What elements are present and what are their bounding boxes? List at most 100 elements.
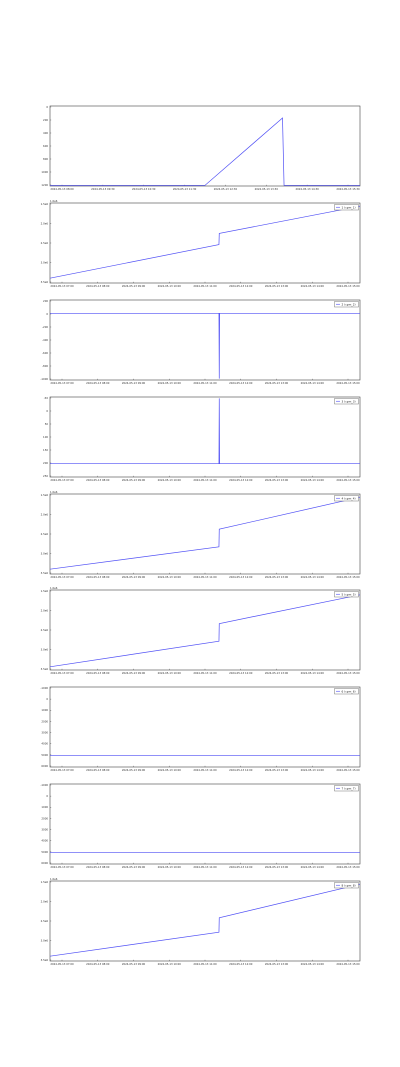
plot-frame: [49, 105, 361, 187]
x-tick-label: 2024-05-13 15:00: [336, 768, 360, 772]
y-tick-label: -200: [42, 325, 48, 329]
x-tick-label: 2024-05-13 10:00: [158, 575, 182, 579]
y-tick-label: 200: [43, 299, 48, 303]
y-tick-label: 3.5e6: [41, 571, 49, 575]
y-tick-label: -600: [42, 351, 48, 355]
x-tick-label: 2024-05-13 07:00: [50, 284, 74, 288]
x-tick-label: 2024-05-13 07:00: [50, 962, 74, 966]
x-tick-label: 2024-05-13 07:00: [50, 381, 74, 385]
y-tick-label: 3000: [41, 730, 48, 734]
y-tick-label: 3000: [41, 827, 48, 831]
y-tick-label: 3.0e6: [41, 551, 49, 555]
y-tick-label: -800: [42, 364, 48, 368]
x-tick-label: 2024-05-13 12:30: [214, 187, 238, 191]
y-tick-label: 4000: [41, 839, 48, 843]
x-tick-label: 2024-05-13 12:00: [229, 575, 253, 579]
x-tick-label: 2024-05-13 10:00: [158, 962, 182, 966]
x-tick-label: 2024-05-13 07:00: [50, 575, 74, 579]
y-tick-label: -50: [44, 396, 49, 400]
x-tick-label: 2024-05-13 14:00: [301, 478, 325, 482]
x-tick-label: 2024-05-13 12:00: [229, 768, 253, 772]
x-tick-label: 2024-05-13 13:00: [265, 768, 289, 772]
y-tick-label: 6000: [41, 764, 48, 768]
y-tick-label: 0: [46, 105, 48, 109]
legend-label: 5 (cpm_5): [342, 592, 356, 596]
series-line-1: [50, 312, 360, 379]
y-tick-label: 800: [43, 157, 48, 161]
x-tick-label: 2024-05-13 14:00: [301, 962, 325, 966]
chart-7: -100001000200030004000500060002024-05-13…: [40, 686, 361, 772]
x-tick-label: 2024-05-13 14:00: [301, 381, 325, 385]
plot-frame: [49, 589, 361, 671]
legend-label: 8 (cpm_8): [342, 883, 356, 887]
y-tick-label: 6000: [41, 861, 48, 865]
x-tick-label: 2024-05-13 09:00: [122, 284, 146, 288]
x-tick-label: 2024-05-13 13:00: [265, 284, 289, 288]
y-tick-label: 2.0e6: [41, 899, 49, 903]
x-tick-label: 2024-05-13 07:00: [50, 865, 74, 869]
x-tick-label: 2024-05-13 09:00: [122, 381, 146, 385]
legend-box: [334, 204, 359, 211]
x-tick-label: 2024-05-13 08:00: [50, 187, 74, 191]
series-line-1: [49, 205, 361, 279]
y-tick-label: 400: [43, 131, 48, 135]
y-tick-label: 1000: [41, 708, 48, 712]
series-line-1: [50, 117, 360, 186]
x-tick-label: 2024-05-13 08:00: [86, 671, 110, 675]
plot-frame: [49, 299, 361, 381]
y-tick-label: 1.5e6: [41, 202, 49, 206]
y-tick-label: 1.5e6: [41, 880, 49, 884]
y-tick-label: 3.5e6: [41, 280, 49, 284]
y-tick-label: 2.5e6: [41, 241, 49, 245]
x-tick-label: 2024-05-13 08:00: [86, 865, 110, 869]
legend-box: [334, 301, 359, 308]
x-tick-label: 2024-05-13 12:00: [229, 962, 253, 966]
y-tick-label: 3.0e6: [41, 260, 49, 264]
x-tick-label: 2024-05-13 15:00: [336, 962, 360, 966]
legend-box: [334, 688, 359, 695]
legend-box: [334, 785, 359, 792]
x-tick-label: 2024-05-13 09:00: [122, 768, 146, 772]
y-tick-label: 2.5e6: [41, 919, 49, 923]
legend-label: 6 (cpm_6): [342, 689, 356, 693]
x-tick-label: 2024-05-13 14:00: [301, 671, 325, 675]
y-tick-label: 3.5e6: [41, 958, 49, 962]
x-tick-label: 2024-05-13 10:30: [132, 187, 156, 191]
y-tick-label: 1.5e6: [41, 589, 49, 593]
y-tick-label: 250: [43, 474, 48, 478]
x-tick-label: 2024-05-13 13:00: [265, 381, 289, 385]
x-tick-label: 2024-05-13 15:00: [336, 575, 360, 579]
y-tick-label: 2000: [41, 816, 48, 820]
legend-label: 1 (cpm_1): [342, 205, 356, 209]
y-tick-label: 5000: [41, 753, 48, 757]
x-tick-label: 2024-05-13 14:30: [295, 187, 319, 191]
plot-frame: [49, 396, 361, 478]
x-tick-label: 2024-05-13 15:00: [336, 381, 360, 385]
axis-offset-label: 1.0e6: [50, 199, 58, 203]
x-tick-label: 2024-05-13 11:00: [193, 768, 217, 772]
y-tick-label: 2.5e6: [41, 628, 49, 632]
x-tick-label: 2024-05-13 09:30: [91, 187, 115, 191]
x-tick-label: 2024-05-13 08:00: [86, 962, 110, 966]
x-tick-label: 2024-05-13 10:00: [158, 381, 182, 385]
x-tick-label: 2024-05-13 13:00: [265, 865, 289, 869]
y-tick-label: 2000: [41, 719, 48, 723]
x-tick-label: 2024-05-13 10:00: [158, 768, 182, 772]
legend-label: 2 (cpm_2): [342, 302, 356, 306]
axis-offset-label: 1.0e6: [50, 490, 58, 494]
x-tick-label: 2024-05-13 15:00: [336, 284, 360, 288]
x-tick-label: 2024-05-13 15:00: [336, 671, 360, 675]
x-tick-label: 2024-05-13 14:00: [301, 768, 325, 772]
x-tick-label: 2024-05-13 09:00: [122, 575, 146, 579]
x-tick-label: 2024-05-13 14:00: [301, 284, 325, 288]
y-tick-label: 3.0e6: [41, 938, 49, 942]
x-tick-label: 2024-05-13 11:00: [193, 671, 217, 675]
x-tick-label: 2024-05-13 14:00: [301, 865, 325, 869]
y-tick-label: 4000: [41, 742, 48, 746]
x-tick-label: 2024-05-13 14:00: [301, 575, 325, 579]
legend-box: [334, 398, 359, 405]
x-tick-label: 2024-05-13 11:00: [193, 962, 217, 966]
